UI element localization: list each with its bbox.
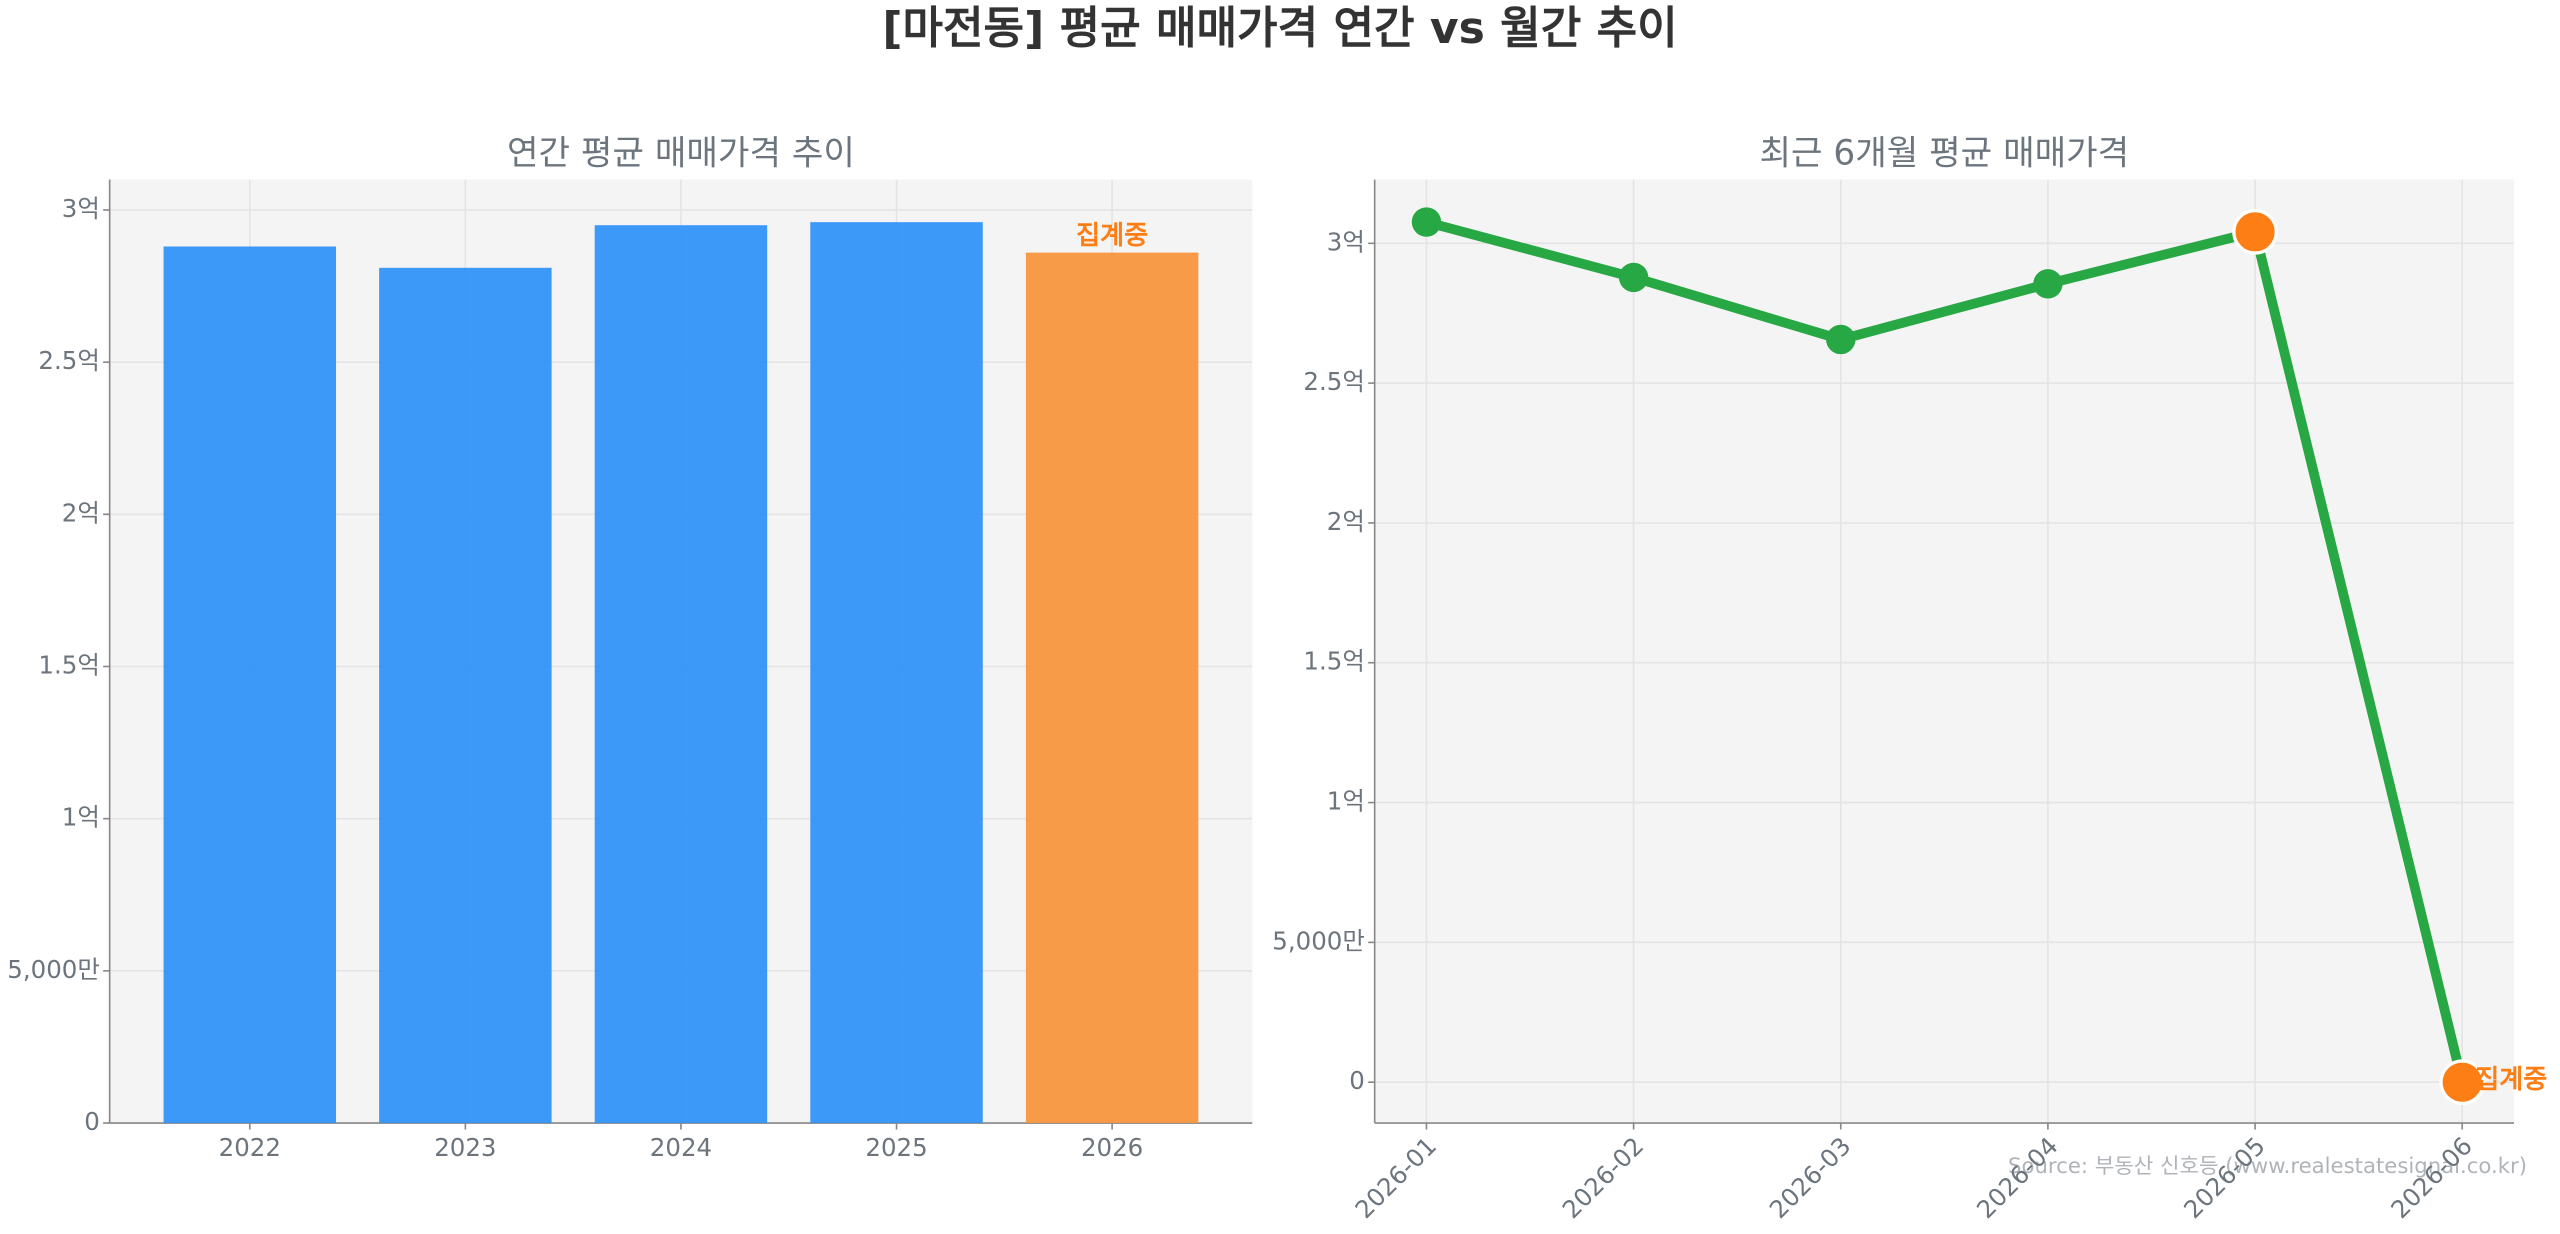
source: Source: 부동산 신호등 (www.realestatesignal.co… bbox=[2008, 1154, 2527, 1179]
x-tick-label: 2024 bbox=[650, 1133, 712, 1162]
point bbox=[2232, 208, 2278, 255]
x-tick-label: 2026-02 bbox=[1557, 1131, 1650, 1224]
x-tick-label: 2023 bbox=[434, 1133, 496, 1162]
plot-area bbox=[1374, 179, 2514, 1124]
y-tick-label: 1억 bbox=[62, 803, 100, 832]
y-tick-label: 0 bbox=[84, 1107, 100, 1136]
point bbox=[1618, 262, 1649, 293]
figure-title: [마전동] 평균 매매가격 연간 vs 월간 추이 bbox=[882, 3, 1677, 54]
point bbox=[2033, 269, 2063, 299]
annotation: 집계중 bbox=[2475, 1065, 2547, 1095]
y-tick-label: 2억 bbox=[62, 498, 100, 527]
y-tick-label: 3억 bbox=[1327, 227, 1365, 256]
x-tick-label: 2025 bbox=[865, 1133, 927, 1162]
y-tick-label: 2.5억 bbox=[38, 346, 99, 375]
y-tick-label: 1.5억 bbox=[1303, 647, 1364, 676]
point bbox=[2439, 1059, 2486, 1106]
chart-title: 연간 평균 매매가격 추이 bbox=[507, 134, 855, 174]
x-tick-label: 2026-03 bbox=[1764, 1131, 1857, 1224]
y-tick-label: 1억 bbox=[1327, 787, 1365, 816]
x-tick-label: 2026-01 bbox=[1349, 1131, 1442, 1224]
y-tick-label: 2억 bbox=[1327, 507, 1365, 536]
y-tick-label: 1.5억 bbox=[38, 650, 99, 679]
annotation: 집계중 bbox=[1076, 221, 1148, 251]
y-tick-label: 5,000만 bbox=[1272, 926, 1365, 955]
y-tick-label: 0 bbox=[1349, 1066, 1365, 1095]
bar bbox=[810, 222, 983, 1124]
bar bbox=[594, 225, 768, 1124]
y-tick-label: 5,000만 bbox=[7, 955, 100, 984]
bar bbox=[379, 267, 552, 1124]
point bbox=[1411, 207, 1442, 237]
y-tick-label: 3억 bbox=[62, 194, 100, 223]
chart-title: 최근 6개월 평균 매매가격 bbox=[1759, 134, 2129, 174]
x-tick-label: 2022 bbox=[219, 1133, 281, 1162]
y-tick-label: 2.5억 bbox=[1303, 367, 1364, 396]
line bbox=[1425, 217, 2467, 1084]
x-tick-label: 2026 bbox=[1081, 1133, 1143, 1162]
point bbox=[1826, 324, 1856, 355]
bar bbox=[1025, 252, 1199, 1124]
bar bbox=[163, 246, 337, 1124]
